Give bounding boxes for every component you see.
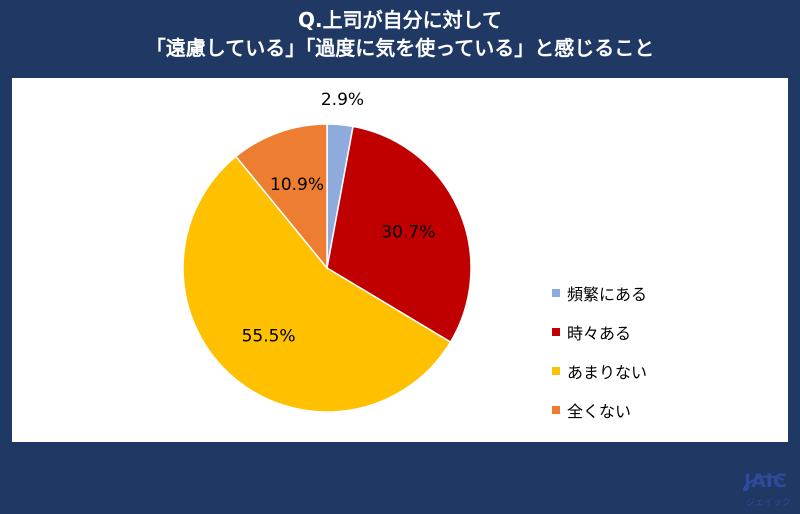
chart-title-line2: 「遠慮している」「過度に気を使っている」と感じること	[145, 36, 655, 60]
legend-swatch	[552, 328, 560, 336]
legend-swatch	[552, 406, 560, 414]
legend-label: 頻繁にある	[567, 285, 648, 304]
legend-item-never: 全くない	[552, 400, 647, 421]
legend-label: 全くない	[567, 402, 632, 421]
legend-label: あまりない	[567, 363, 648, 382]
chart-panel: 2.9% 30.7% 55.5% 10.9% 頻繁にある 時々ある あまりない 全くな…	[12, 78, 791, 508]
chart-title: Q.上司が自分に対して 「遠慮している」「過度に気を使っている」と感じること	[0, 6, 800, 62]
legend-item-sometimes: 時々ある	[552, 322, 647, 343]
legend: 頻繁にある 時々ある あまりない 全くない	[552, 283, 647, 439]
logo-text: JAIC	[744, 470, 787, 492]
company-logo: JAIC ジェイック	[736, 470, 800, 514]
pie-label-0: 2.9%	[321, 90, 364, 110]
pie-label-1: 30.7%	[381, 222, 435, 242]
pie-slice-1	[326, 125, 472, 344]
legend-swatch	[552, 367, 560, 375]
legend-item-frequent: 頻繁にある	[552, 283, 648, 304]
pie-label-3: 10.9%	[270, 175, 324, 195]
legend-label: 時々ある	[567, 324, 632, 343]
pie-slice-3	[234, 123, 328, 271]
legend-item-rarely: あまりない	[552, 361, 648, 382]
pie-slice-2	[182, 155, 452, 413]
pie-chart: 2.9% 30.7% 55.5% 10.9%	[182, 90, 472, 413]
logo-subtext: ジェイック	[746, 498, 792, 508]
pie-label-2: 55.5%	[242, 327, 296, 347]
legend-swatch	[552, 289, 560, 297]
chart-title-line1: Q.上司が自分に対して	[298, 8, 502, 32]
